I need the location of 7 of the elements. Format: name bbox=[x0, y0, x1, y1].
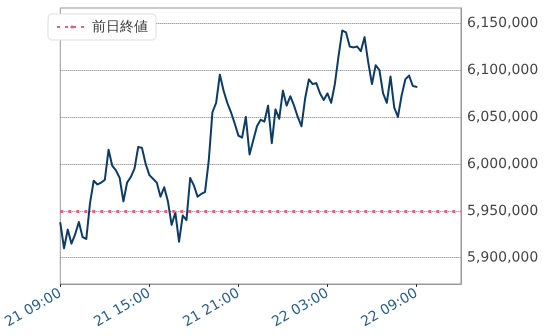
y-tick-label: 6,150,000 bbox=[467, 15, 538, 32]
y-tick-label: 5,950,000 bbox=[467, 202, 538, 219]
y-tick-label: 6,000,000 bbox=[467, 156, 538, 172]
y-tick-label: 5,900,000 bbox=[467, 250, 538, 266]
legend-label: 前日終値 bbox=[92, 19, 148, 35]
y-tick-label: 6,050,000 bbox=[467, 108, 538, 125]
y-tick-label: 6,100,000 bbox=[467, 62, 538, 78]
